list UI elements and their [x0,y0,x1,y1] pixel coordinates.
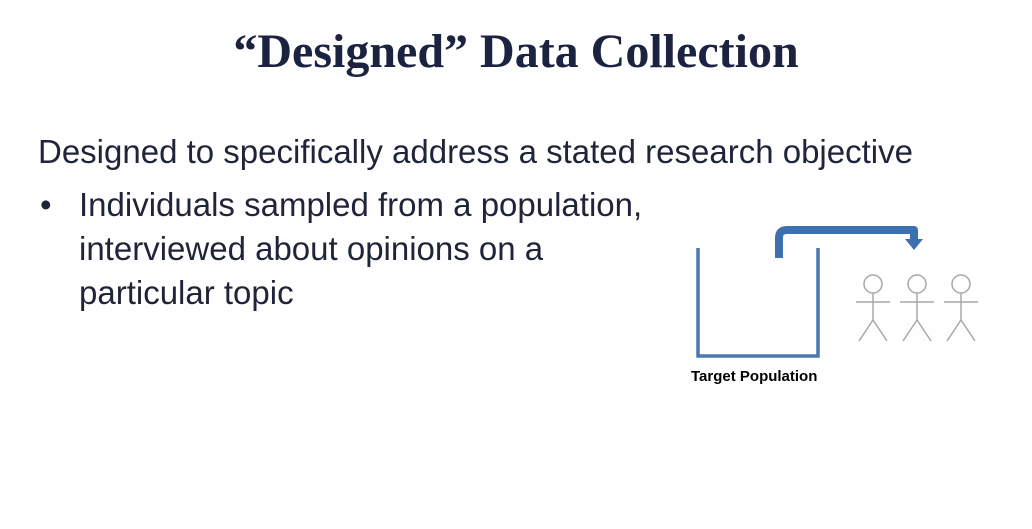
slide-title: “Designed” Data Collection [233,25,799,78]
stick-figure-icon [856,274,890,342]
sampling-diagram: Target Population [680,218,1000,398]
curved-arrow-icon [775,226,918,258]
bullet-line: interviewed about opinions on a [79,230,544,267]
arrow-head-icon [905,239,923,250]
lead-text: Designed to specifically address a state… [38,133,913,170]
container-icon [696,248,820,358]
bullet-symbol: • [40,186,52,223]
diagram-graphic [696,226,978,358]
stick-figures [856,274,978,342]
bullet-list: • Individuals sampled from a population,… [38,183,642,315]
bullet-line: Individuals sampled from a population, [79,186,643,223]
stick-figure-icon [900,274,934,342]
diagram-label: Target Population [691,368,818,385]
bullet-line: particular topic [79,274,294,311]
bullet-item: • Individuals sampled from a population,… [38,183,642,315]
stick-figure-icon [944,274,978,342]
